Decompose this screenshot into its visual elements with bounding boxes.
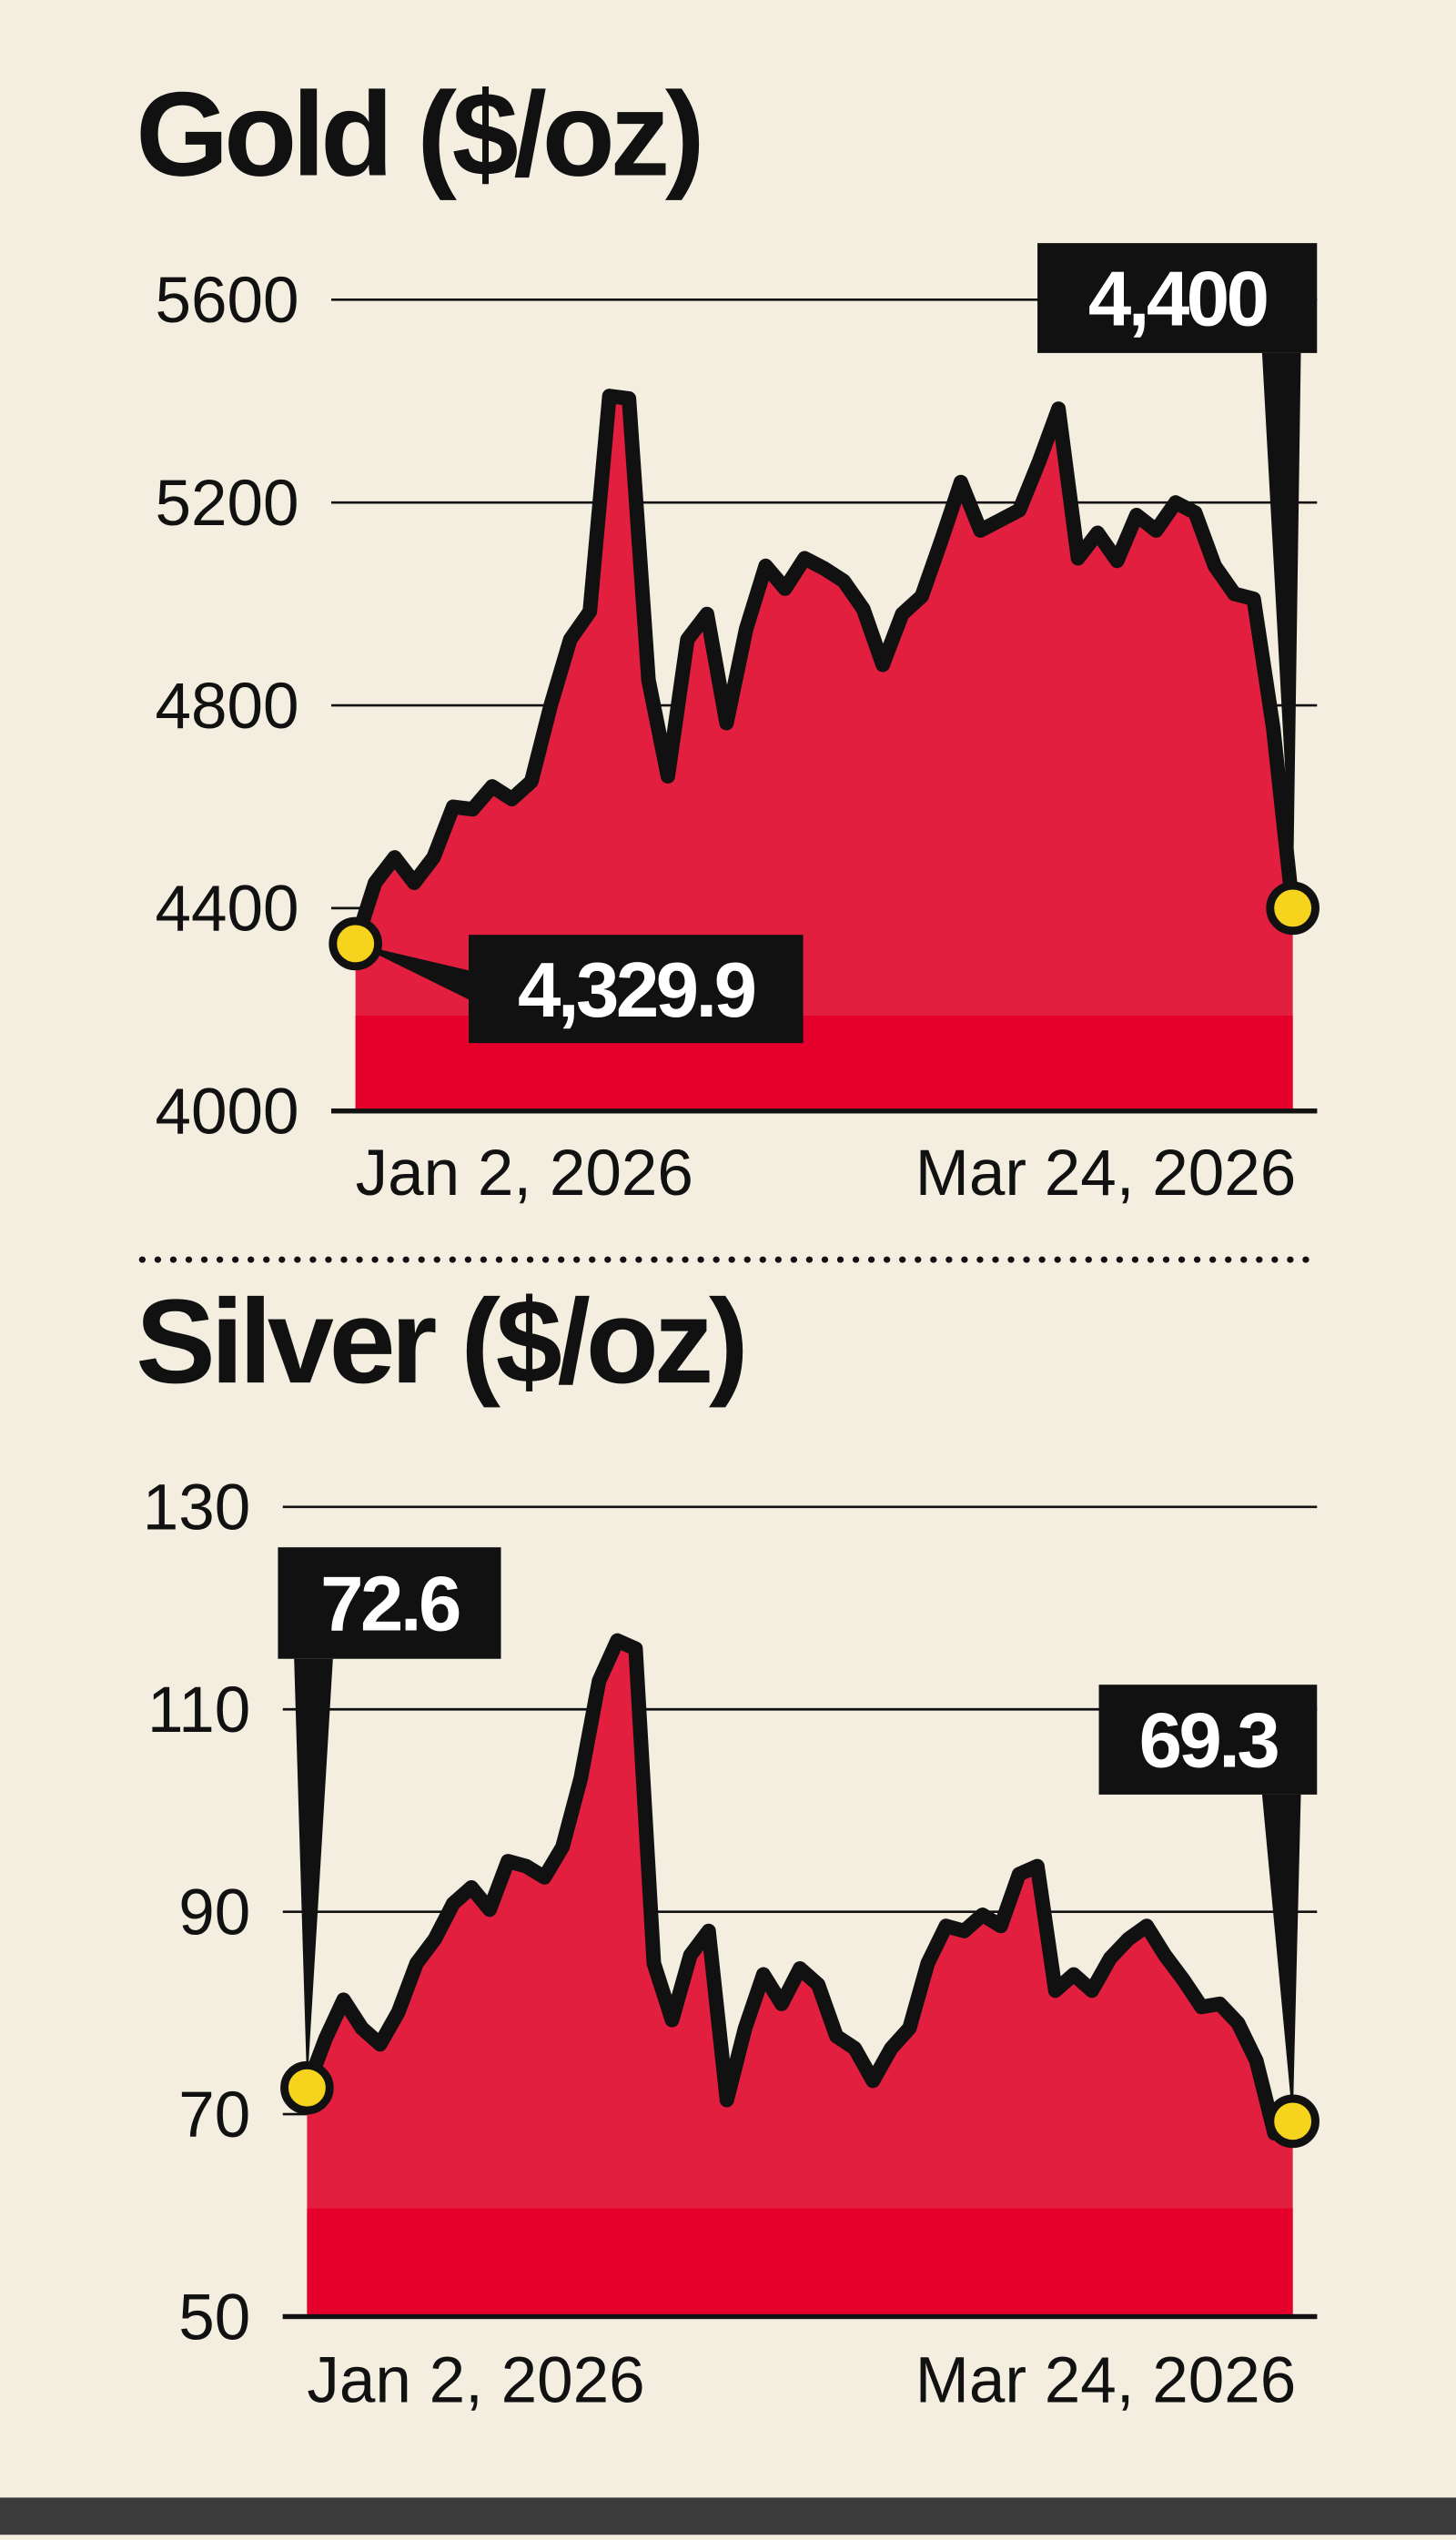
y-tick-label: 5600 <box>156 265 299 337</box>
y-tick-label: 4800 <box>156 671 299 743</box>
y-tick-label: 110 <box>147 1675 250 1746</box>
y-tick-label: 130 <box>143 1472 251 1544</box>
line <box>299 1633 1300 2141</box>
x-tick-label: Jan 2, 2026 <box>307 2345 644 2417</box>
y-tick-label: 90 <box>178 1877 250 1949</box>
point <box>1266 881 1320 936</box>
y-tick-label: 4400 <box>156 874 299 946</box>
point <box>280 2060 334 2115</box>
callout-box <box>278 1547 501 1659</box>
data-label: 4,329.9 <box>518 947 755 1034</box>
chart-title: Silver ($/oz) <box>136 1274 743 1408</box>
chart-title: Gold ($/oz) <box>136 67 700 201</box>
data-label: 4,400 <box>1088 257 1267 343</box>
point <box>329 916 382 971</box>
y-tick-label: 50 <box>178 2282 250 2353</box>
callout-pointer <box>1261 352 1301 908</box>
callout-pointer <box>1261 1794 1301 2121</box>
callout-box <box>1098 1685 1318 1795</box>
x-tick-label: Mar 24, 2026 <box>915 1138 1296 1209</box>
x-tick-label: Jan 2, 2026 <box>356 1138 693 1209</box>
y-tick-label: 4000 <box>156 1077 299 1149</box>
footer-bar <box>0 2497 1456 2535</box>
area <box>355 396 1293 1111</box>
line <box>348 389 1300 951</box>
callout-box <box>468 935 804 1044</box>
data-label: 69.3 <box>1139 1698 1279 1785</box>
y-tick-label: 70 <box>178 2080 250 2151</box>
y-tick-label: 5200 <box>156 468 299 540</box>
data-label: 72.6 <box>320 1562 460 1648</box>
area-band <box>307 2208 1293 2317</box>
point <box>1266 2094 1320 2149</box>
callout-box <box>1037 243 1318 353</box>
x-tick-label: Mar 24, 2026 <box>915 2345 1296 2417</box>
